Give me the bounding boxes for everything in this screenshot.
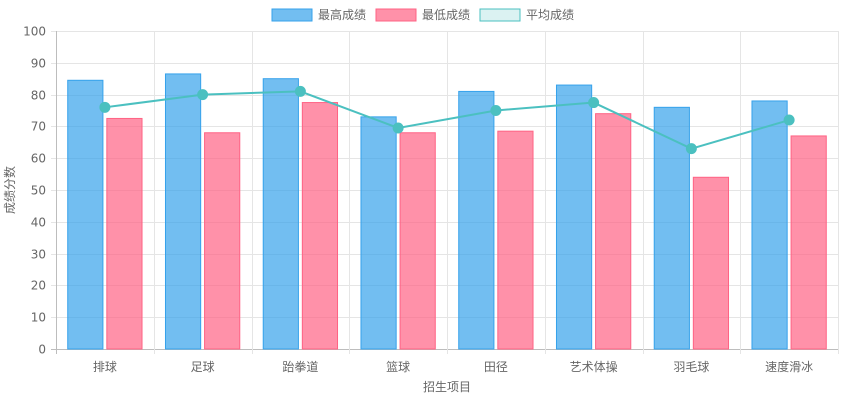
axes-layer: 0 10 20 30 40 50 60 70 80 90 100 排球 足球 跆拳道 篮球 田径 艺术体操 羽毛球…: [23, 25, 813, 375]
avg-point: [685, 143, 697, 155]
bar-max: [751, 100, 788, 350]
avg-point: [588, 97, 600, 109]
x-tick-label: 田径: [484, 360, 508, 374]
bar-min: [497, 130, 534, 350]
avg-line: [104, 90, 790, 150]
bar-min: [399, 132, 436, 350]
avg-point: [392, 122, 404, 134]
y-tick-label: 100: [23, 25, 46, 39]
y-tick-label: 0: [38, 343, 46, 357]
avg-point: [490, 105, 502, 116]
y-tick-label: 10: [31, 311, 46, 325]
avg-point: [783, 114, 795, 126]
bar-min: [106, 117, 143, 350]
x-tick-label: 篮球: [386, 359, 410, 374]
bar-max: [360, 116, 397, 350]
bar-max: [67, 79, 104, 350]
bar-max: [164, 73, 202, 350]
bar-min: [790, 135, 827, 350]
x-axis-title: 招生项目: [423, 380, 471, 394]
bar-max: [458, 90, 495, 350]
legend: 最高成绩 最低成绩 平均成绩: [271, 7, 574, 22]
avg-point: [294, 85, 306, 97]
legend-swatch: [271, 8, 313, 22]
legend-label: 最高成绩: [318, 7, 366, 22]
x-tick-label: 足球: [191, 360, 215, 374]
y-tick-label: 20: [31, 279, 46, 293]
y-tick-label: 90: [31, 57, 46, 71]
bar-min: [204, 132, 241, 350]
bar-max: [653, 106, 690, 350]
y-tick-label: 80: [31, 89, 46, 103]
bar-min: [692, 176, 730, 350]
legend-swatch: [479, 8, 521, 22]
y-tick-label: 50: [31, 184, 46, 198]
legend-label: 平均成绩: [526, 8, 574, 22]
y-tick-label: 30: [31, 248, 46, 262]
legend-label: 最低成绩: [422, 8, 470, 22]
y-tick-label: 40: [31, 216, 46, 230]
legend-swatch: [375, 8, 417, 22]
x-tick-label: 排球: [93, 360, 117, 374]
y-axis-title: 成绩分数: [2, 166, 17, 214]
bar-min: [301, 102, 339, 350]
x-tick-label: 速度滑冰: [765, 359, 813, 374]
y-tick-label: 60: [31, 152, 46, 166]
x-tick-label: 羽毛球: [673, 360, 709, 374]
avg-point: [197, 89, 209, 101]
line-layer: [99, 85, 795, 155]
bar-max: [555, 84, 593, 350]
x-tick-label: 跆拳道: [282, 359, 318, 374]
avg-point: [99, 101, 111, 113]
y-tick-label: 70: [31, 120, 46, 134]
bar-max: [262, 78, 299, 350]
x-tick-label: 艺术体操: [570, 359, 618, 374]
bar-min: [595, 113, 632, 350]
bars-layer: [67, 73, 827, 350]
